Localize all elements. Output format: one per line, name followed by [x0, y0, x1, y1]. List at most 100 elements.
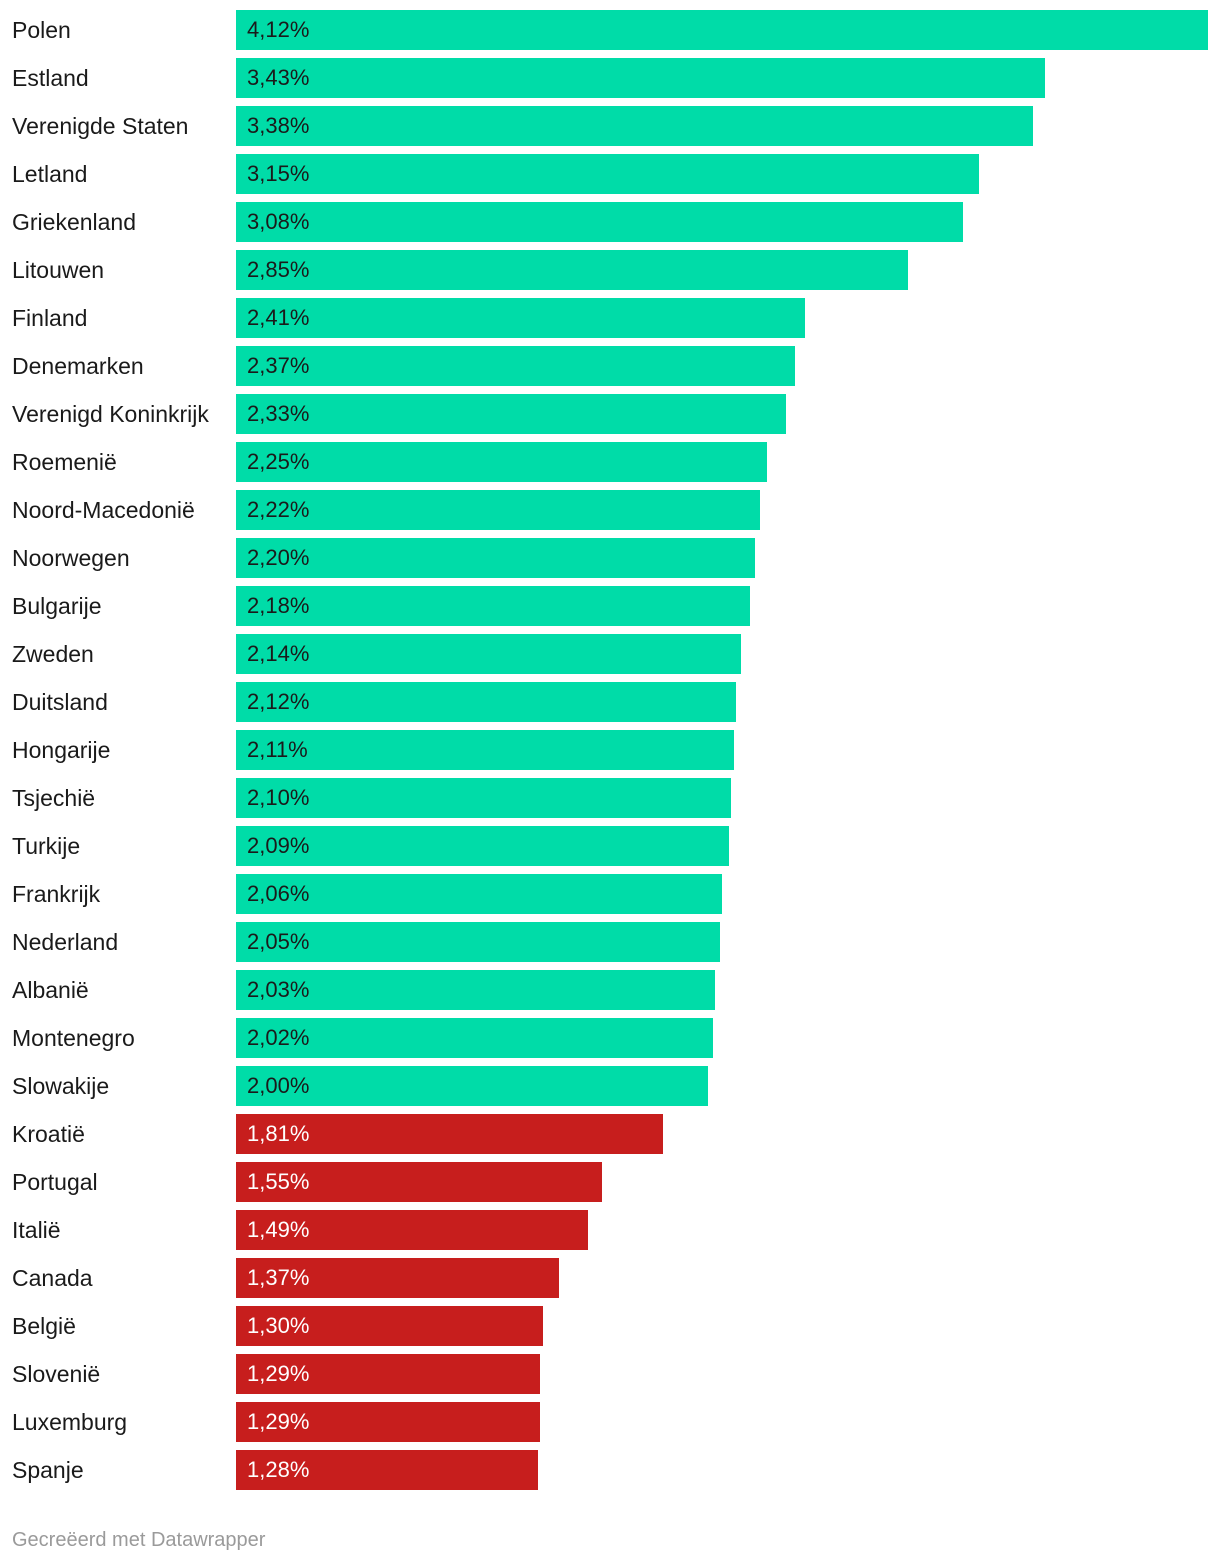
value-label: 3,38% — [247, 113, 310, 138]
bar — [236, 442, 767, 482]
bar-row: Verenigd Koninkrijk 2,33% — [0, 394, 1220, 434]
bar-row: Finland 2,41% — [0, 298, 1220, 338]
value-label: 2,11% — [247, 737, 308, 762]
value-label: 2,10% — [247, 785, 310, 810]
bar-row: Frankrijk 2,06% — [0, 874, 1220, 914]
datawrapper-credit: Gecreëerd met Datawrapper — [12, 1529, 266, 1551]
value-label: 1,55% — [247, 1169, 310, 1194]
category-label: Verenigd Koninkrijk — [12, 401, 209, 427]
value-label: 1,30% — [247, 1313, 310, 1338]
bar-row: Estland 3,43% — [0, 58, 1220, 98]
bar — [236, 922, 720, 962]
bar — [236, 1354, 540, 1394]
bar — [236, 970, 715, 1010]
category-label: Finland — [12, 305, 88, 331]
value-label: 2,05% — [247, 929, 310, 954]
value-label: 1,29% — [247, 1361, 310, 1386]
bar-row: Noord-Macedonië 2,22% — [0, 490, 1220, 530]
category-label: België — [12, 1313, 76, 1339]
bar — [236, 10, 1208, 50]
category-label: Duitsland — [12, 689, 108, 715]
bar — [236, 730, 734, 770]
bar-row: Verenigde Staten 3,38% — [0, 106, 1220, 146]
bar — [236, 1306, 543, 1346]
bar-row: Spanje 1,28% — [0, 1450, 1220, 1490]
bar — [236, 682, 736, 722]
bar — [236, 490, 760, 530]
value-label: 2,03% — [247, 977, 310, 1002]
bar-row: Bulgarije 2,18% — [0, 586, 1220, 626]
value-label: 2,25% — [247, 449, 310, 474]
bar — [236, 874, 722, 914]
category-label: Slovenië — [12, 1361, 101, 1387]
value-label: 2,22% — [247, 497, 310, 522]
bar — [236, 1114, 663, 1154]
bar — [236, 346, 795, 386]
bar — [236, 298, 805, 338]
bar — [236, 826, 729, 866]
bar — [236, 538, 755, 578]
bar-row: Denemarken 2,37% — [0, 346, 1220, 386]
value-label: 1,81% — [247, 1121, 310, 1146]
bar — [236, 154, 979, 194]
bar — [236, 106, 1033, 146]
category-label: Kroatië — [12, 1121, 85, 1147]
bar-row: Roemenië 2,25% — [0, 442, 1220, 482]
category-label: Litouwen — [12, 257, 105, 283]
bar-row: Duitsland 2,12% — [0, 682, 1220, 722]
value-label: 4,12% — [247, 17, 310, 42]
bar-row: Italië 1,49% — [0, 1210, 1220, 1250]
bar — [236, 586, 750, 626]
value-label: 3,43% — [247, 65, 310, 90]
value-label: 2,12% — [247, 689, 310, 714]
bar-row: Albanië 2,03% — [0, 970, 1220, 1010]
category-label: Letland — [12, 161, 88, 187]
value-label: 3,15% — [247, 161, 310, 186]
bar-row: Hongarije 2,11% — [0, 730, 1220, 770]
value-label: 1,28% — [247, 1457, 310, 1482]
category-label: Tsjechië — [12, 785, 96, 811]
value-label: 1,29% — [247, 1409, 310, 1434]
value-label: 2,14% — [247, 641, 310, 666]
value-label: 2,09% — [247, 833, 310, 858]
category-label: Albanië — [12, 977, 89, 1003]
bar — [236, 1450, 538, 1490]
bar — [236, 250, 908, 290]
category-label: Nederland — [12, 929, 119, 955]
category-label: Spanje — [12, 1457, 84, 1483]
category-label: Estland — [12, 65, 89, 91]
bar — [236, 1018, 713, 1058]
category-label: Montenegro — [12, 1025, 135, 1051]
category-label: Luxemburg — [12, 1409, 128, 1435]
category-label: Hongarije — [12, 737, 111, 763]
value-label: 2,37% — [247, 353, 310, 378]
category-label: Frankrijk — [12, 881, 101, 907]
value-label: 2,02% — [247, 1025, 310, 1050]
value-label: 2,06% — [247, 881, 310, 906]
category-label: Noorwegen — [12, 545, 130, 571]
bar — [236, 394, 786, 434]
bar-row: Litouwen 2,85% — [0, 250, 1220, 290]
bar-row: Luxemburg 1,29% — [0, 1402, 1220, 1442]
value-label: 2,33% — [247, 401, 310, 426]
category-label: Verenigde Staten — [12, 113, 189, 139]
bar-row: Polen 4,12% — [0, 10, 1220, 50]
bar-row: Portugal 1,55% — [0, 1162, 1220, 1202]
value-label: 2,85% — [247, 257, 310, 282]
value-label: 1,37% — [247, 1265, 310, 1290]
bar-row: Montenegro 2,02% — [0, 1018, 1220, 1058]
bar-row: Griekenland 3,08% — [0, 202, 1220, 242]
category-label: Italië — [12, 1217, 61, 1243]
value-label: 2,00% — [247, 1073, 310, 1098]
category-label: Bulgarije — [12, 593, 102, 619]
bar — [236, 778, 731, 818]
bar — [236, 1402, 540, 1442]
value-label: 2,41% — [247, 305, 310, 330]
category-label: Griekenland — [12, 209, 137, 235]
category-label: Polen — [12, 17, 71, 43]
bar — [236, 1162, 602, 1202]
category-label: Roemenië — [12, 449, 117, 475]
bar-row: Noorwegen 2,20% — [0, 538, 1220, 578]
bar-row: Canada 1,37% — [0, 1258, 1220, 1298]
bar — [236, 1210, 588, 1250]
